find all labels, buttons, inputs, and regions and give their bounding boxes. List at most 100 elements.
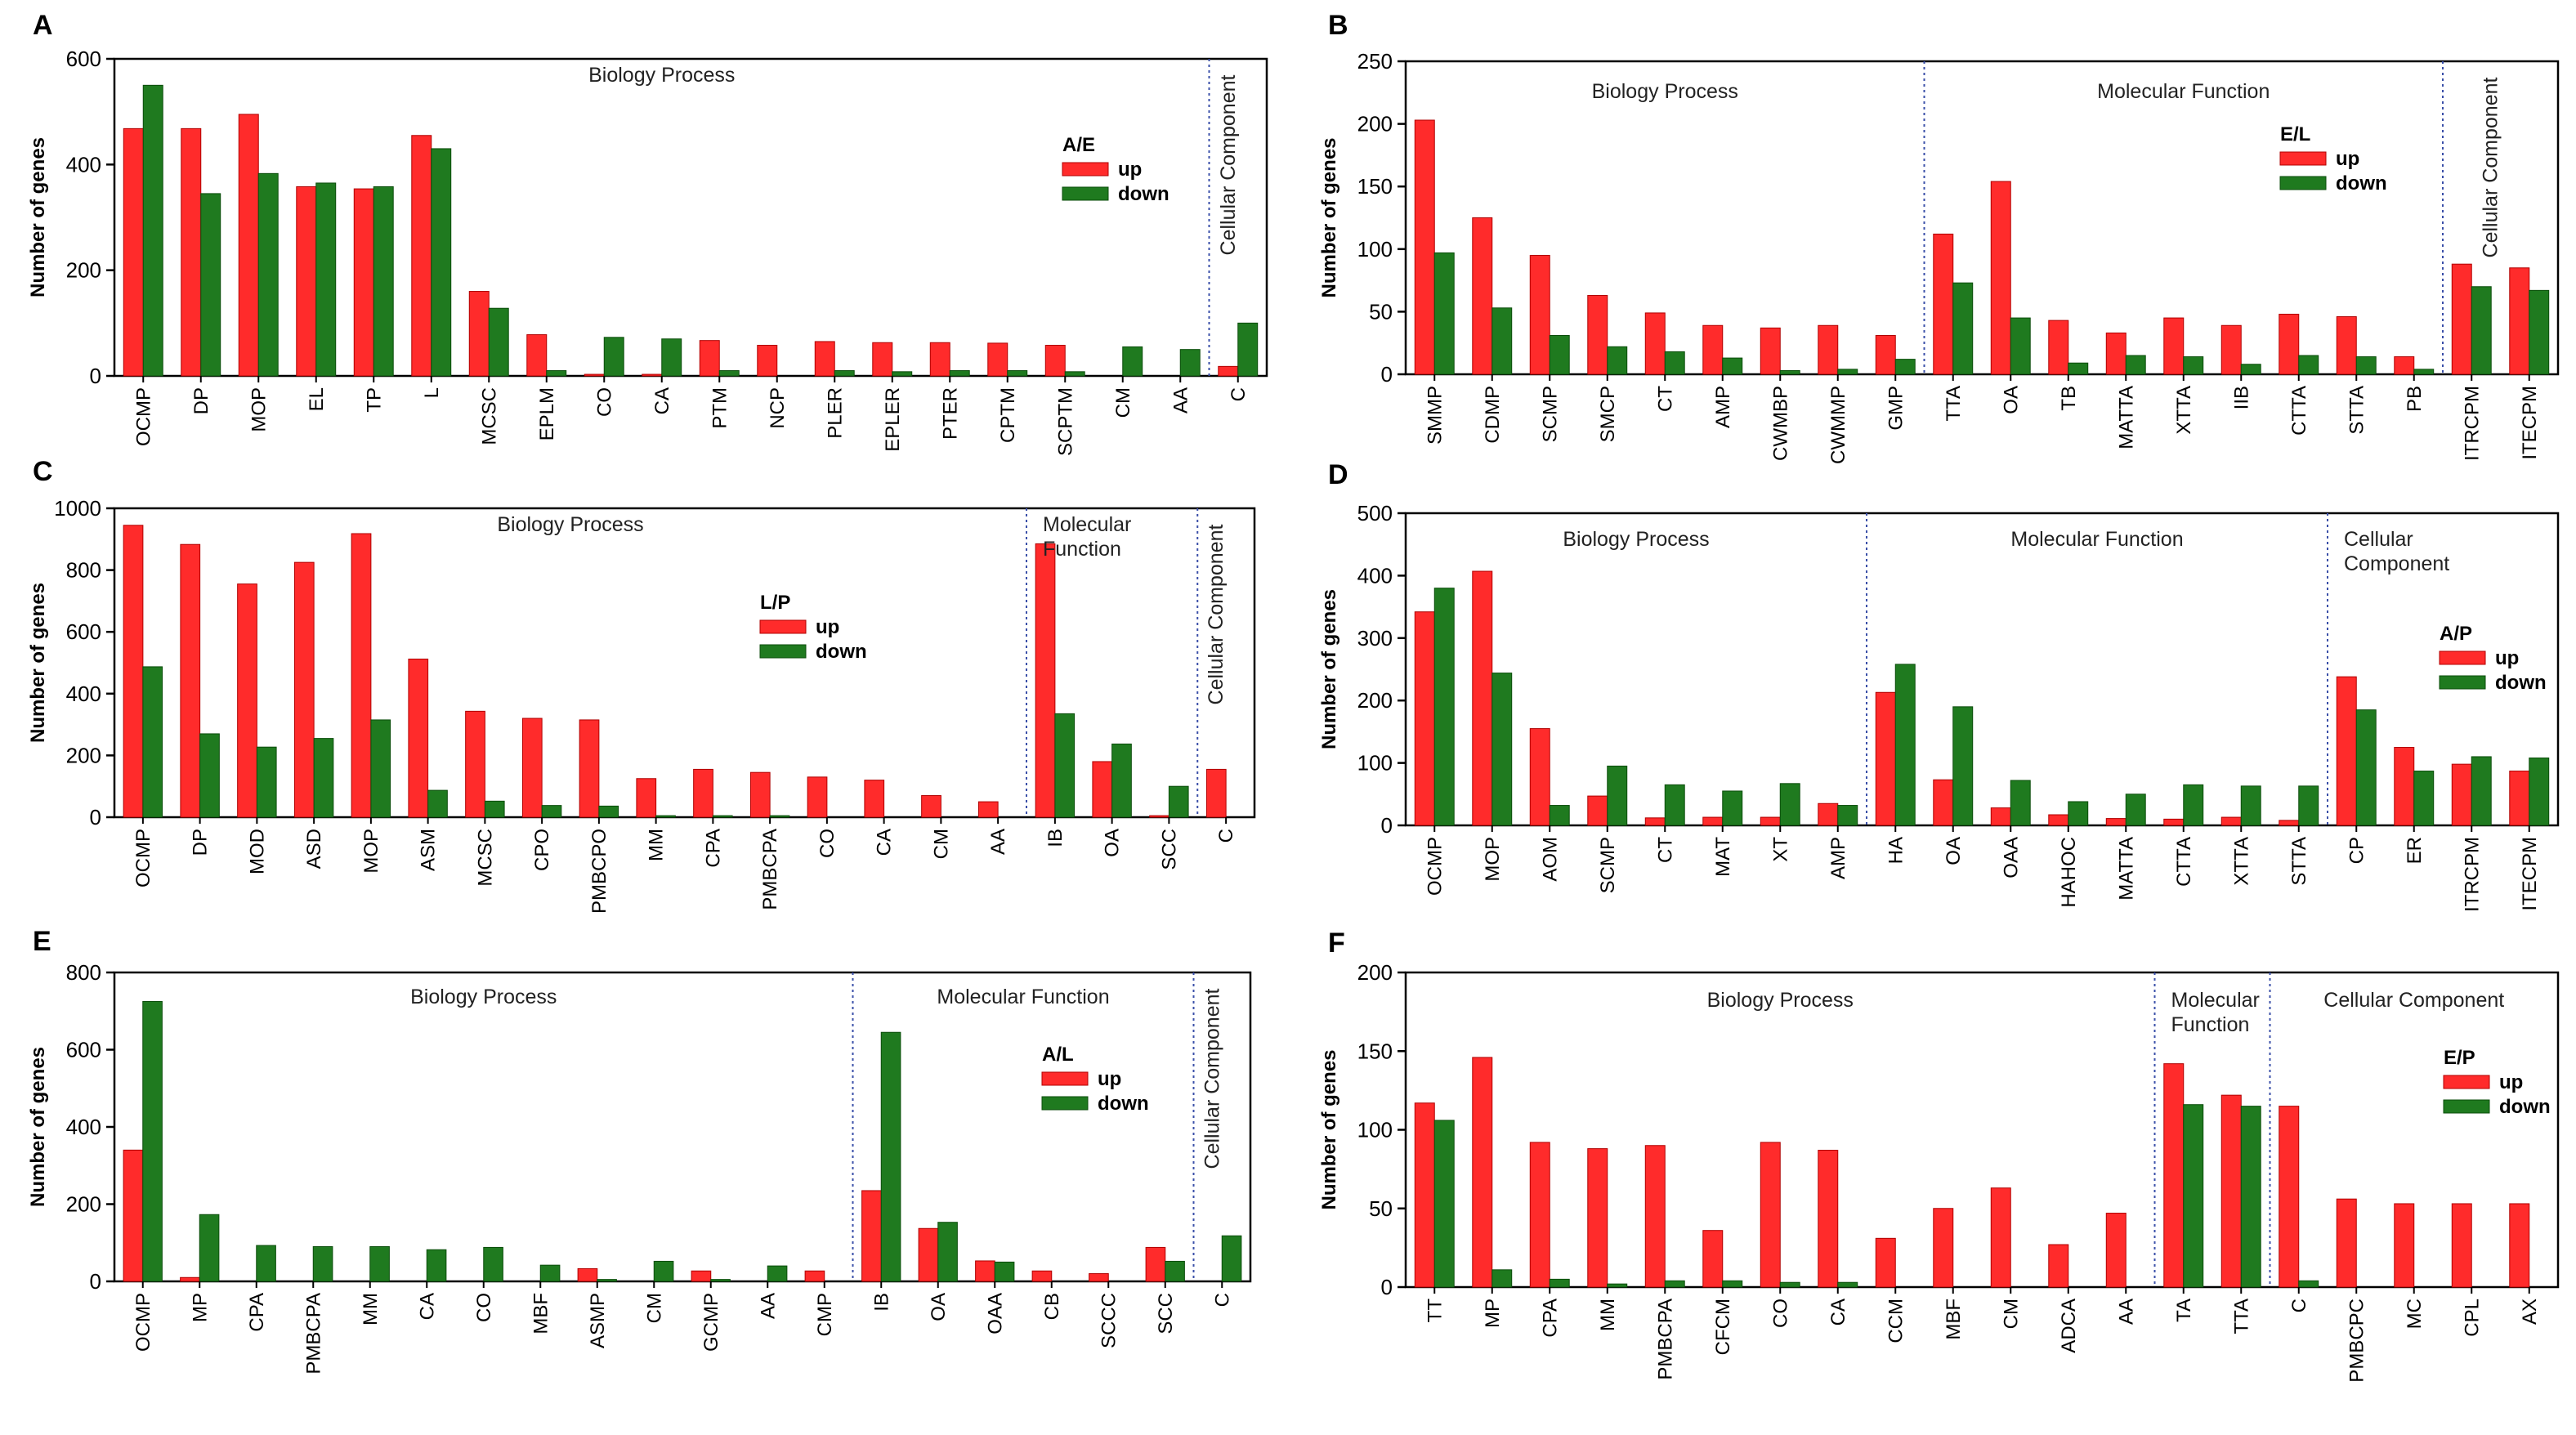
bar-down-ocmp [142, 666, 163, 818]
y-tick-label: 200 [1357, 688, 1393, 713]
category-label: MC [2404, 1299, 2426, 1329]
bar-up-pter [929, 342, 950, 377]
bar-down-c [1237, 322, 1259, 377]
category-label: CA [874, 829, 896, 856]
bar-down-smcp [1607, 346, 1628, 375]
category-label: CA [416, 1293, 438, 1320]
category-label: OA [1102, 829, 1124, 857]
bar-down-oa [937, 1222, 958, 1282]
category-label: DP [190, 387, 212, 414]
bar-down-tb [2068, 362, 2089, 375]
panel-letter: F [1328, 928, 1345, 959]
category-label: CDMP [1482, 386, 1504, 444]
section-label: Molecular Function [2097, 80, 2270, 103]
category-label: EPLER [882, 387, 904, 452]
bar-down-ct [1664, 351, 1685, 375]
bar-down-cdmp [1491, 307, 1513, 375]
bar-up-xtta [2163, 317, 2185, 375]
legend-label-up: up [816, 616, 839, 638]
category-label: OA [928, 1293, 950, 1321]
bar-up-oa [918, 1227, 939, 1282]
bar-up-smcp [1587, 294, 1608, 375]
category-label: PMBCPA [759, 829, 781, 910]
category-label: EPLM [536, 387, 558, 440]
y-tick-label: 100 [1357, 1118, 1393, 1142]
category-label: C [1215, 829, 1237, 843]
bar-up-cm [921, 795, 941, 818]
bar-down-epler [892, 371, 913, 377]
bar-down-tta [2240, 1106, 2261, 1288]
y-tick-label: 0 [90, 364, 101, 388]
legend-label-up: up [1098, 1068, 1121, 1090]
bar-down-c [2298, 1280, 2319, 1288]
category-label: GCMP [700, 1293, 722, 1352]
plot-frame [113, 971, 1252, 1283]
category-label: HAHOC [2058, 837, 2080, 908]
bar-up-tt [1414, 1102, 1435, 1288]
y-tick-label: 100 [1357, 751, 1393, 776]
bar-up-ib [861, 1190, 882, 1282]
bar-up-er [2394, 747, 2415, 826]
y-tick-label: 150 [1357, 174, 1393, 199]
section-label: Cellular Component [2323, 989, 2504, 1012]
legend-label-down: down [1098, 1093, 1149, 1115]
bar-up-cfcm [1702, 1230, 1724, 1288]
bar-down-aa [1179, 349, 1201, 377]
bar-up-tp [353, 188, 374, 377]
category-label: SCC [1158, 829, 1180, 870]
bar-up-sccc [1089, 1273, 1109, 1282]
category-label: CT [1654, 386, 1676, 412]
bar-up-mbf [1933, 1208, 1954, 1288]
bar-up-mp [180, 1276, 200, 1282]
bar-down-cpa [712, 815, 733, 818]
section-label: Molecular [2171, 989, 2260, 1012]
legend-label-down: down [816, 641, 867, 663]
y-tick-label: 200 [66, 1192, 101, 1217]
y-tick-label: 200 [1357, 960, 1393, 985]
bar-down-pmbcpa [769, 815, 790, 818]
category-label: AOM [1539, 837, 1561, 882]
bar-up-mop [1472, 570, 1493, 826]
bar-down-pb [2413, 369, 2435, 375]
y-tick-label: 200 [1357, 112, 1393, 136]
category-label: C [2288, 1299, 2310, 1312]
bar-up-cwmmp [1818, 324, 1839, 375]
legend-title: A/E [1062, 134, 1095, 156]
section-label: Biology Process [588, 64, 735, 87]
bar-down-c [1221, 1235, 1242, 1282]
y-tick-label: 200 [66, 743, 101, 767]
category-label: MOD [246, 829, 268, 874]
y-tick-label: 500 [1357, 501, 1393, 525]
bar-down-ha [1894, 664, 1916, 826]
bar-up-xtta [2220, 816, 2242, 826]
y-tick-label: 400 [66, 1115, 101, 1139]
category-label: ASM [418, 829, 440, 871]
category-label: CCM [1885, 1299, 1907, 1343]
bar-down-oa [1952, 706, 1974, 826]
category-label: CM [930, 829, 952, 859]
section-label: Biology Process [1592, 80, 1738, 103]
bar-up-mod [237, 583, 257, 818]
bar-down-matta [2125, 355, 2146, 375]
section-label: Molecular Function [937, 986, 1109, 1008]
bar-down-co [483, 1246, 503, 1282]
category-label: OA [2000, 386, 2022, 414]
category-label: PMBCPC [2346, 1299, 2368, 1383]
category-label: SCMP [1597, 837, 1619, 893]
bar-up-pb [2394, 356, 2415, 375]
bar-down-cpa [256, 1245, 276, 1282]
bar-down-dp [199, 733, 220, 818]
y-tick-label: 600 [66, 47, 101, 71]
bar-down-mbf [539, 1264, 561, 1282]
bar-up-co [807, 776, 828, 818]
category-label: MM [1597, 1299, 1619, 1331]
plot-frame [1404, 60, 2560, 376]
bar-up-mc [2394, 1203, 2415, 1288]
legend-swatch-up [1041, 1071, 1089, 1086]
bar-down-mat [1722, 790, 1743, 826]
bar-up-mop [238, 114, 259, 377]
section-label: Cellular Component [1205, 524, 1228, 704]
category-label: CWMBP [1769, 386, 1791, 461]
y-axis-label: Number of genes [27, 583, 49, 743]
